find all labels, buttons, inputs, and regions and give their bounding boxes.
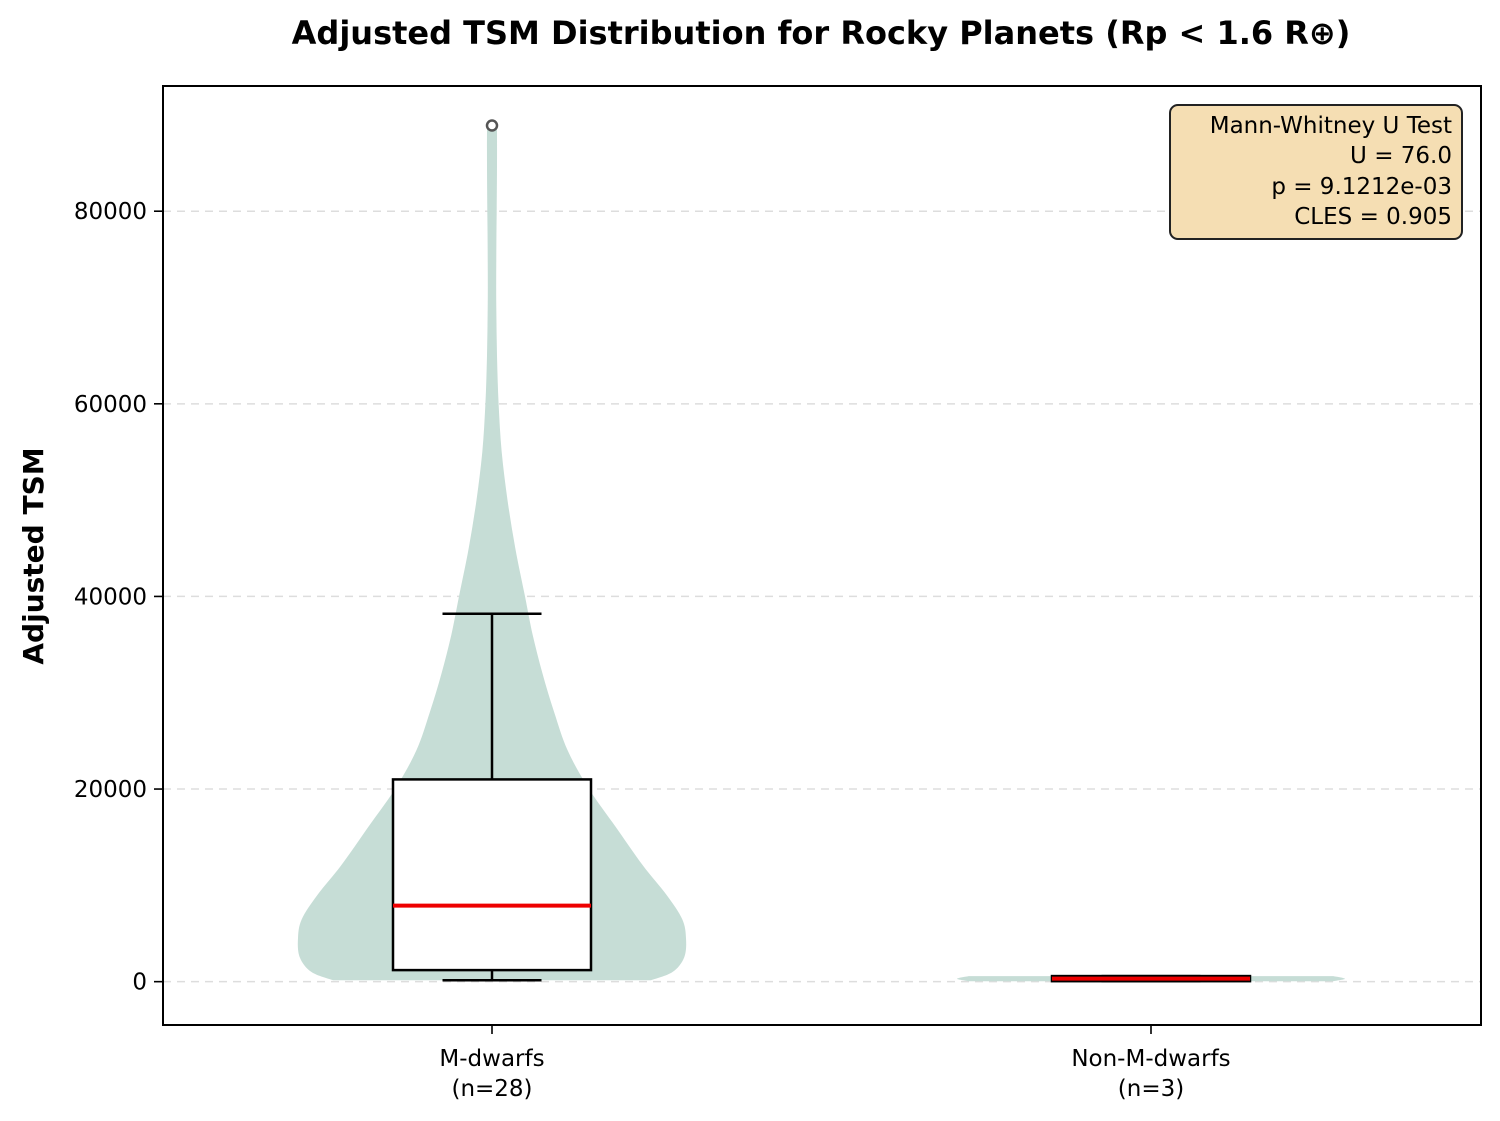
x-tick-label: M-dwarfs [439, 1046, 544, 1072]
x-tick-count: (n=28) [451, 1076, 532, 1102]
stats-line-test-name: Mann-Whitney U Test [1210, 113, 1452, 139]
y-axis-label: Adjusted TSM [17, 447, 50, 664]
box-iqr [391, 778, 593, 972]
stats-box: Mann-Whitney U Test U = 76.0 p = 9.1212e… [1169, 104, 1463, 240]
y-tick-label: 0 [132, 970, 147, 996]
chart-title: Adjusted TSM Distribution for Rocky Plan… [292, 14, 1351, 52]
box-layer [391, 119, 1252, 983]
outlier-point [485, 119, 499, 132]
plot-frame [162, 85, 1482, 1026]
x-tick-count: (n=3) [1118, 1076, 1184, 1102]
axes: 0 20000 40000 60000 80000 M-dwarfs (n=28) Non-M… [74, 199, 1231, 1102]
y-tick-label: 60000 [74, 392, 147, 418]
violin-body [297, 129, 687, 981]
y-tick-label: 80000 [74, 199, 147, 225]
y-tick-label: 40000 [74, 584, 147, 610]
stats-line-u: U = 76.0 [1350, 143, 1452, 169]
stats-box-background [1169, 104, 1463, 240]
stats-line-p: p = 9.1212e-03 [1271, 174, 1452, 200]
y-tick-label: 20000 [74, 777, 147, 803]
stats-line-cles: CLES = 0.905 [1294, 204, 1452, 230]
x-tick-label: Non-M-dwarfs [1071, 1046, 1230, 1072]
